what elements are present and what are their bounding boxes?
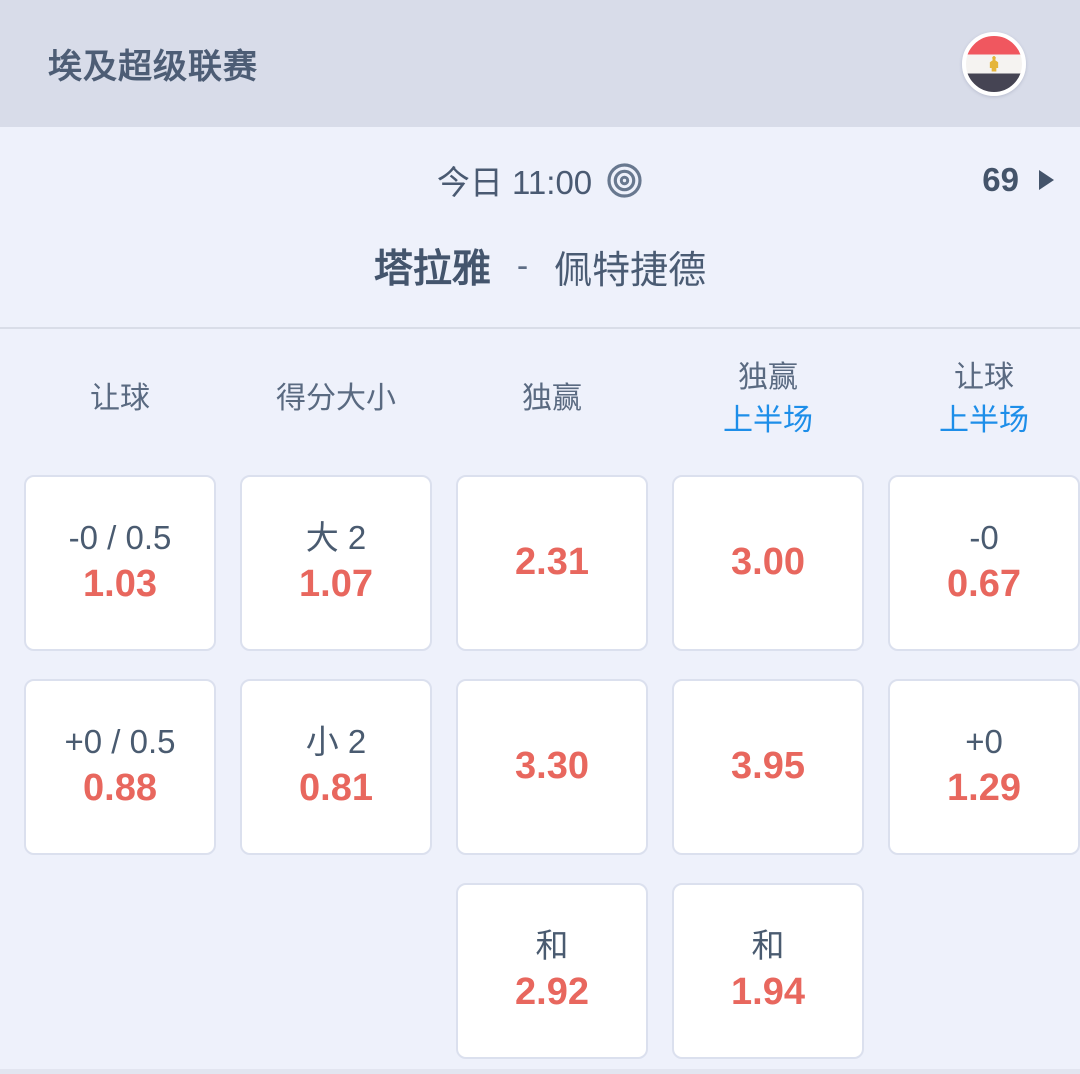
- chevron-right-icon: [1039, 170, 1054, 190]
- odds-value: 2.92: [515, 971, 589, 1014]
- odds-cell-moneyline-fh-away[interactable]: 3.95: [672, 679, 864, 855]
- odds-cell-handicap-fh-away[interactable]: +0 1.29: [888, 679, 1080, 855]
- home-team-name: 塔拉雅: [373, 248, 491, 291]
- match-time-row: 今日 11:00 69: [0, 149, 1080, 211]
- league-header-bar: 埃及超级联赛: [0, 0, 1080, 127]
- markets-count-button[interactable]: 69: [982, 161, 1054, 199]
- markets-count: 69: [982, 161, 1019, 198]
- odds-value: 1.07: [299, 563, 373, 606]
- away-team-name: 佩特捷德: [554, 249, 707, 292]
- market-header-label: 得分大小: [276, 382, 396, 416]
- teams-separator: -: [516, 246, 529, 285]
- market-header-moneyline-firsthalf: 独赢 上半场: [672, 347, 864, 451]
- odds-cell-moneyline-away[interactable]: 3.30: [456, 679, 648, 855]
- odds-line: 小 2: [305, 723, 367, 761]
- odds-cell-over[interactable]: 大 2 1.07: [240, 475, 432, 651]
- market-header-handicap-firsthalf: 让球 上半场: [888, 347, 1080, 451]
- odds-line: 和: [535, 927, 569, 965]
- odds-value: 3.30: [515, 745, 589, 788]
- egypt-flag-icon: [962, 31, 1026, 96]
- odds-value: 1.94: [731, 971, 805, 1014]
- section-divider: [0, 327, 1080, 329]
- odds-cell-handicap-fh-home[interactable]: -0 0.67: [888, 475, 1080, 651]
- market-header-sub: 上半场: [939, 404, 1029, 437]
- market-header-overunder: 得分大小: [240, 347, 432, 451]
- bullseye-icon: [607, 162, 642, 198]
- odds-cell-moneyline-fh-draw[interactable]: 和 1.94: [672, 883, 864, 1059]
- market-header-label: 让球: [90, 382, 150, 416]
- odds-cell-moneyline-fh-home[interactable]: 3.00: [672, 475, 864, 651]
- match-time-group: 今日 11:00: [437, 156, 643, 204]
- match-teams-row[interactable]: 塔拉雅 - 佩特捷德: [0, 235, 1080, 297]
- odds-cell-under[interactable]: 小 2 0.81: [240, 679, 432, 855]
- odds-grid: -0 / 0.5 1.03 大 2 1.07 2.31 3.00 -0 0.67…: [0, 475, 1080, 1059]
- odds-value: 1.03: [83, 563, 157, 606]
- odds-line: -0: [969, 519, 999, 557]
- flag-eagle-emblem: [989, 55, 999, 72]
- odds-value: 3.00: [731, 541, 805, 584]
- odds-line: +0 / 0.5: [64, 723, 176, 761]
- market-header-label: 独赢: [738, 360, 798, 394]
- odds-cell-handicap-away[interactable]: +0 / 0.5 0.88: [24, 679, 216, 855]
- odds-line: 大 2: [305, 519, 367, 557]
- odds-value: 0.67: [947, 563, 1021, 606]
- odds-cell-moneyline-home[interactable]: 2.31: [456, 475, 648, 651]
- odds-cell-moneyline-draw[interactable]: 和 2.92: [456, 883, 648, 1059]
- match-time: 今日 11:00: [436, 164, 593, 201]
- odds-line: 和: [751, 927, 785, 965]
- odds-value: 1.29: [947, 767, 1021, 810]
- market-header-label: 独赢: [522, 382, 582, 416]
- market-header-handicap: 让球: [24, 347, 216, 451]
- market-header-moneyline: 独赢: [456, 347, 648, 451]
- odds-value: 2.31: [515, 541, 589, 584]
- market-header-label: 让球: [954, 360, 1014, 394]
- market-headers: 让球 得分大小 独赢 独赢 上半场 让球 上半场: [0, 347, 1080, 451]
- market-header-sub: 上半场: [723, 404, 813, 437]
- odds-value: 0.88: [83, 767, 157, 810]
- odds-line: +0: [965, 723, 1003, 761]
- league-title: 埃及超级联赛: [48, 48, 258, 86]
- odds-value: 3.95: [731, 745, 805, 788]
- odds-cell-handicap-home[interactable]: -0 / 0.5 1.03: [24, 475, 216, 651]
- odds-value: 0.81: [299, 767, 373, 810]
- bottom-edge-divider: [0, 1069, 1080, 1074]
- odds-line: -0 / 0.5: [68, 519, 172, 557]
